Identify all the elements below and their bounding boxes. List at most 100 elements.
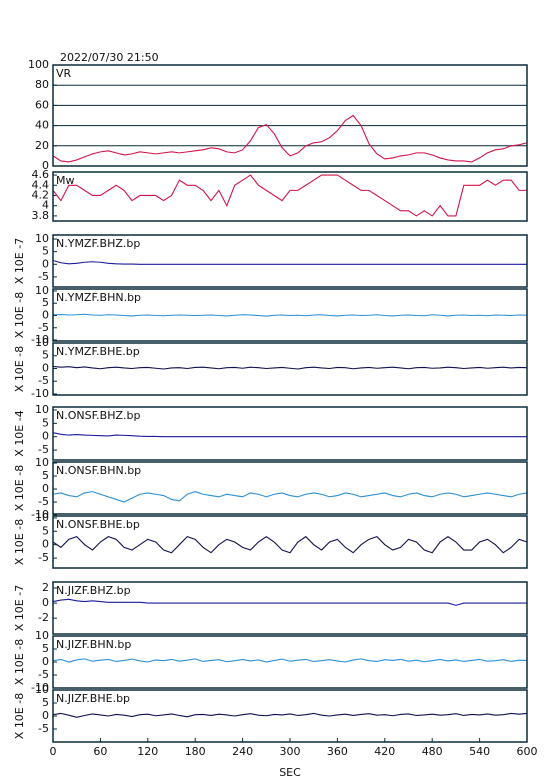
panel-label: Mw — [56, 174, 75, 187]
panel-label: N.YMZF.BHN.bp — [56, 291, 141, 304]
y-tick-label: -5 — [38, 551, 49, 564]
x-tick-label: 480 — [422, 745, 443, 758]
y-tick-label: 100 — [28, 58, 49, 71]
y-tick-label: 0 — [42, 308, 49, 321]
y-tick-label: 5 — [42, 416, 49, 429]
y-tick-label: -10 — [31, 681, 49, 694]
y-tick-label: 0 — [42, 655, 49, 668]
data-line — [52, 174, 527, 217]
y-axis-label: X 10E -8 — [13, 519, 26, 565]
x-tick-label: 300 — [280, 745, 301, 758]
y-tick-label: 80 — [35, 78, 49, 91]
data-line — [52, 712, 528, 718]
panel-label: N.JIZF.BHZ.bp — [56, 584, 131, 597]
panel-frame — [52, 515, 528, 569]
y-tick-label: 0 — [42, 257, 49, 270]
y-axis-label: X 10E -8 — [13, 693, 26, 739]
y-tick-label: -5 — [38, 321, 49, 334]
chart-title: 2022/07/30 21:50 — [60, 51, 159, 64]
data-line — [52, 658, 528, 663]
y-axis-label: X 10E -4 — [13, 410, 26, 456]
y-tick-label: 4 — [42, 199, 49, 212]
y-tick-label: 5 — [42, 696, 49, 709]
y-axis-label: X 10E -8 — [13, 465, 26, 511]
x-tick-label: 180 — [185, 745, 206, 758]
y-tick-label: -5 — [38, 668, 49, 681]
y-tick-label: 0 — [42, 709, 49, 722]
x-axis-label: SEC — [279, 766, 301, 779]
y-tick-label: 5 — [42, 642, 49, 655]
panel-frame — [52, 288, 528, 342]
y-tick-label: -5 — [38, 443, 49, 456]
y-tick-label: 10 — [35, 232, 49, 245]
panel-frame — [52, 64, 528, 167]
y-axis-label: X 10E -8 — [13, 639, 26, 685]
y-tick-label: 10 — [35, 284, 49, 297]
y-axis-label: X 10E -7 — [13, 238, 26, 284]
panel-frame — [52, 342, 528, 396]
data-line — [52, 535, 528, 554]
data-line — [52, 114, 528, 163]
panel-label: N.YMZF.BHE.bp — [56, 345, 140, 358]
y-tick-label: -5 — [38, 722, 49, 735]
panel-frame — [52, 461, 528, 515]
y-tick-label: 4.4 — [32, 178, 50, 191]
panel-label: N.YMZF.BHZ.bp — [56, 237, 140, 250]
y-axis-label: X 10E -8 — [13, 346, 26, 392]
y-tick-label: 0 — [42, 596, 49, 609]
panel-frame — [52, 581, 528, 635]
y-tick-label: 0 — [42, 482, 49, 495]
y-tick-label: 4.2 — [32, 188, 50, 201]
y-tick-label: 10 — [35, 336, 49, 349]
y-tick-label: 10 — [35, 403, 49, 416]
y-tick-label: 0 — [42, 361, 49, 374]
y-tick-label: 10 — [35, 683, 49, 696]
y-tick-label: -5 — [38, 495, 49, 508]
y-tick-label: 3.8 — [32, 209, 50, 222]
y-axis-label: X 10E -7 — [13, 585, 26, 631]
y-tick-label: 40 — [35, 119, 49, 132]
data-line — [52, 365, 528, 370]
y-tick-label: -5 — [38, 374, 49, 387]
y-tick-label: 5 — [42, 469, 49, 482]
panel-label: N.ONSF.BHE.bp — [56, 518, 140, 531]
panel-frame — [52, 635, 528, 689]
panel-label: VR — [56, 67, 72, 80]
y-tick-label: 10 — [35, 511, 49, 524]
y-tick-label: 5 — [42, 245, 49, 258]
x-tick-label: 120 — [137, 745, 158, 758]
y-tick-label: 5 — [42, 524, 49, 537]
data-line — [52, 598, 527, 606]
y-tick-label: 60 — [35, 98, 49, 111]
y-tick-label: -2 — [38, 611, 49, 624]
y-axis-label: X 10E -8 — [13, 292, 26, 338]
y-tick-label: 5 — [42, 349, 49, 362]
y-tick-label: 10 — [35, 456, 49, 469]
x-tick-label: 240 — [232, 745, 253, 758]
y-tick-label: 0 — [42, 430, 49, 443]
panel-label: N.JIZF.BHN.bp — [56, 638, 131, 651]
x-tick-label: 540 — [469, 745, 490, 758]
data-line — [52, 313, 528, 317]
x-tick-label: 600 — [517, 745, 538, 758]
x-tick-label: 0 — [50, 745, 57, 758]
x-tick-label: 360 — [327, 745, 348, 758]
y-tick-label: 0 — [42, 159, 49, 172]
data-line — [52, 259, 527, 265]
y-tick-label: 5 — [42, 296, 49, 309]
y-tick-label: 4.6 — [32, 168, 50, 181]
panel-label: N.ONSF.BHN.bp — [56, 464, 141, 477]
y-tick-label: -10 — [31, 508, 49, 521]
y-tick-label: 10 — [35, 629, 49, 642]
y-tick-label: 0 — [42, 538, 49, 551]
y-tick-label: 20 — [35, 139, 49, 152]
y-tick-label: 2 — [42, 581, 49, 594]
y-tick-label: -10 — [31, 387, 49, 400]
panel-frame — [52, 171, 528, 222]
panel-label: N.JIZF.BHE.bp — [56, 692, 130, 705]
panel-label: N.ONSF.BHZ.bp — [56, 409, 140, 422]
data-line — [52, 491, 528, 503]
panel-frame — [52, 234, 528, 288]
panel-frame — [52, 406, 528, 461]
